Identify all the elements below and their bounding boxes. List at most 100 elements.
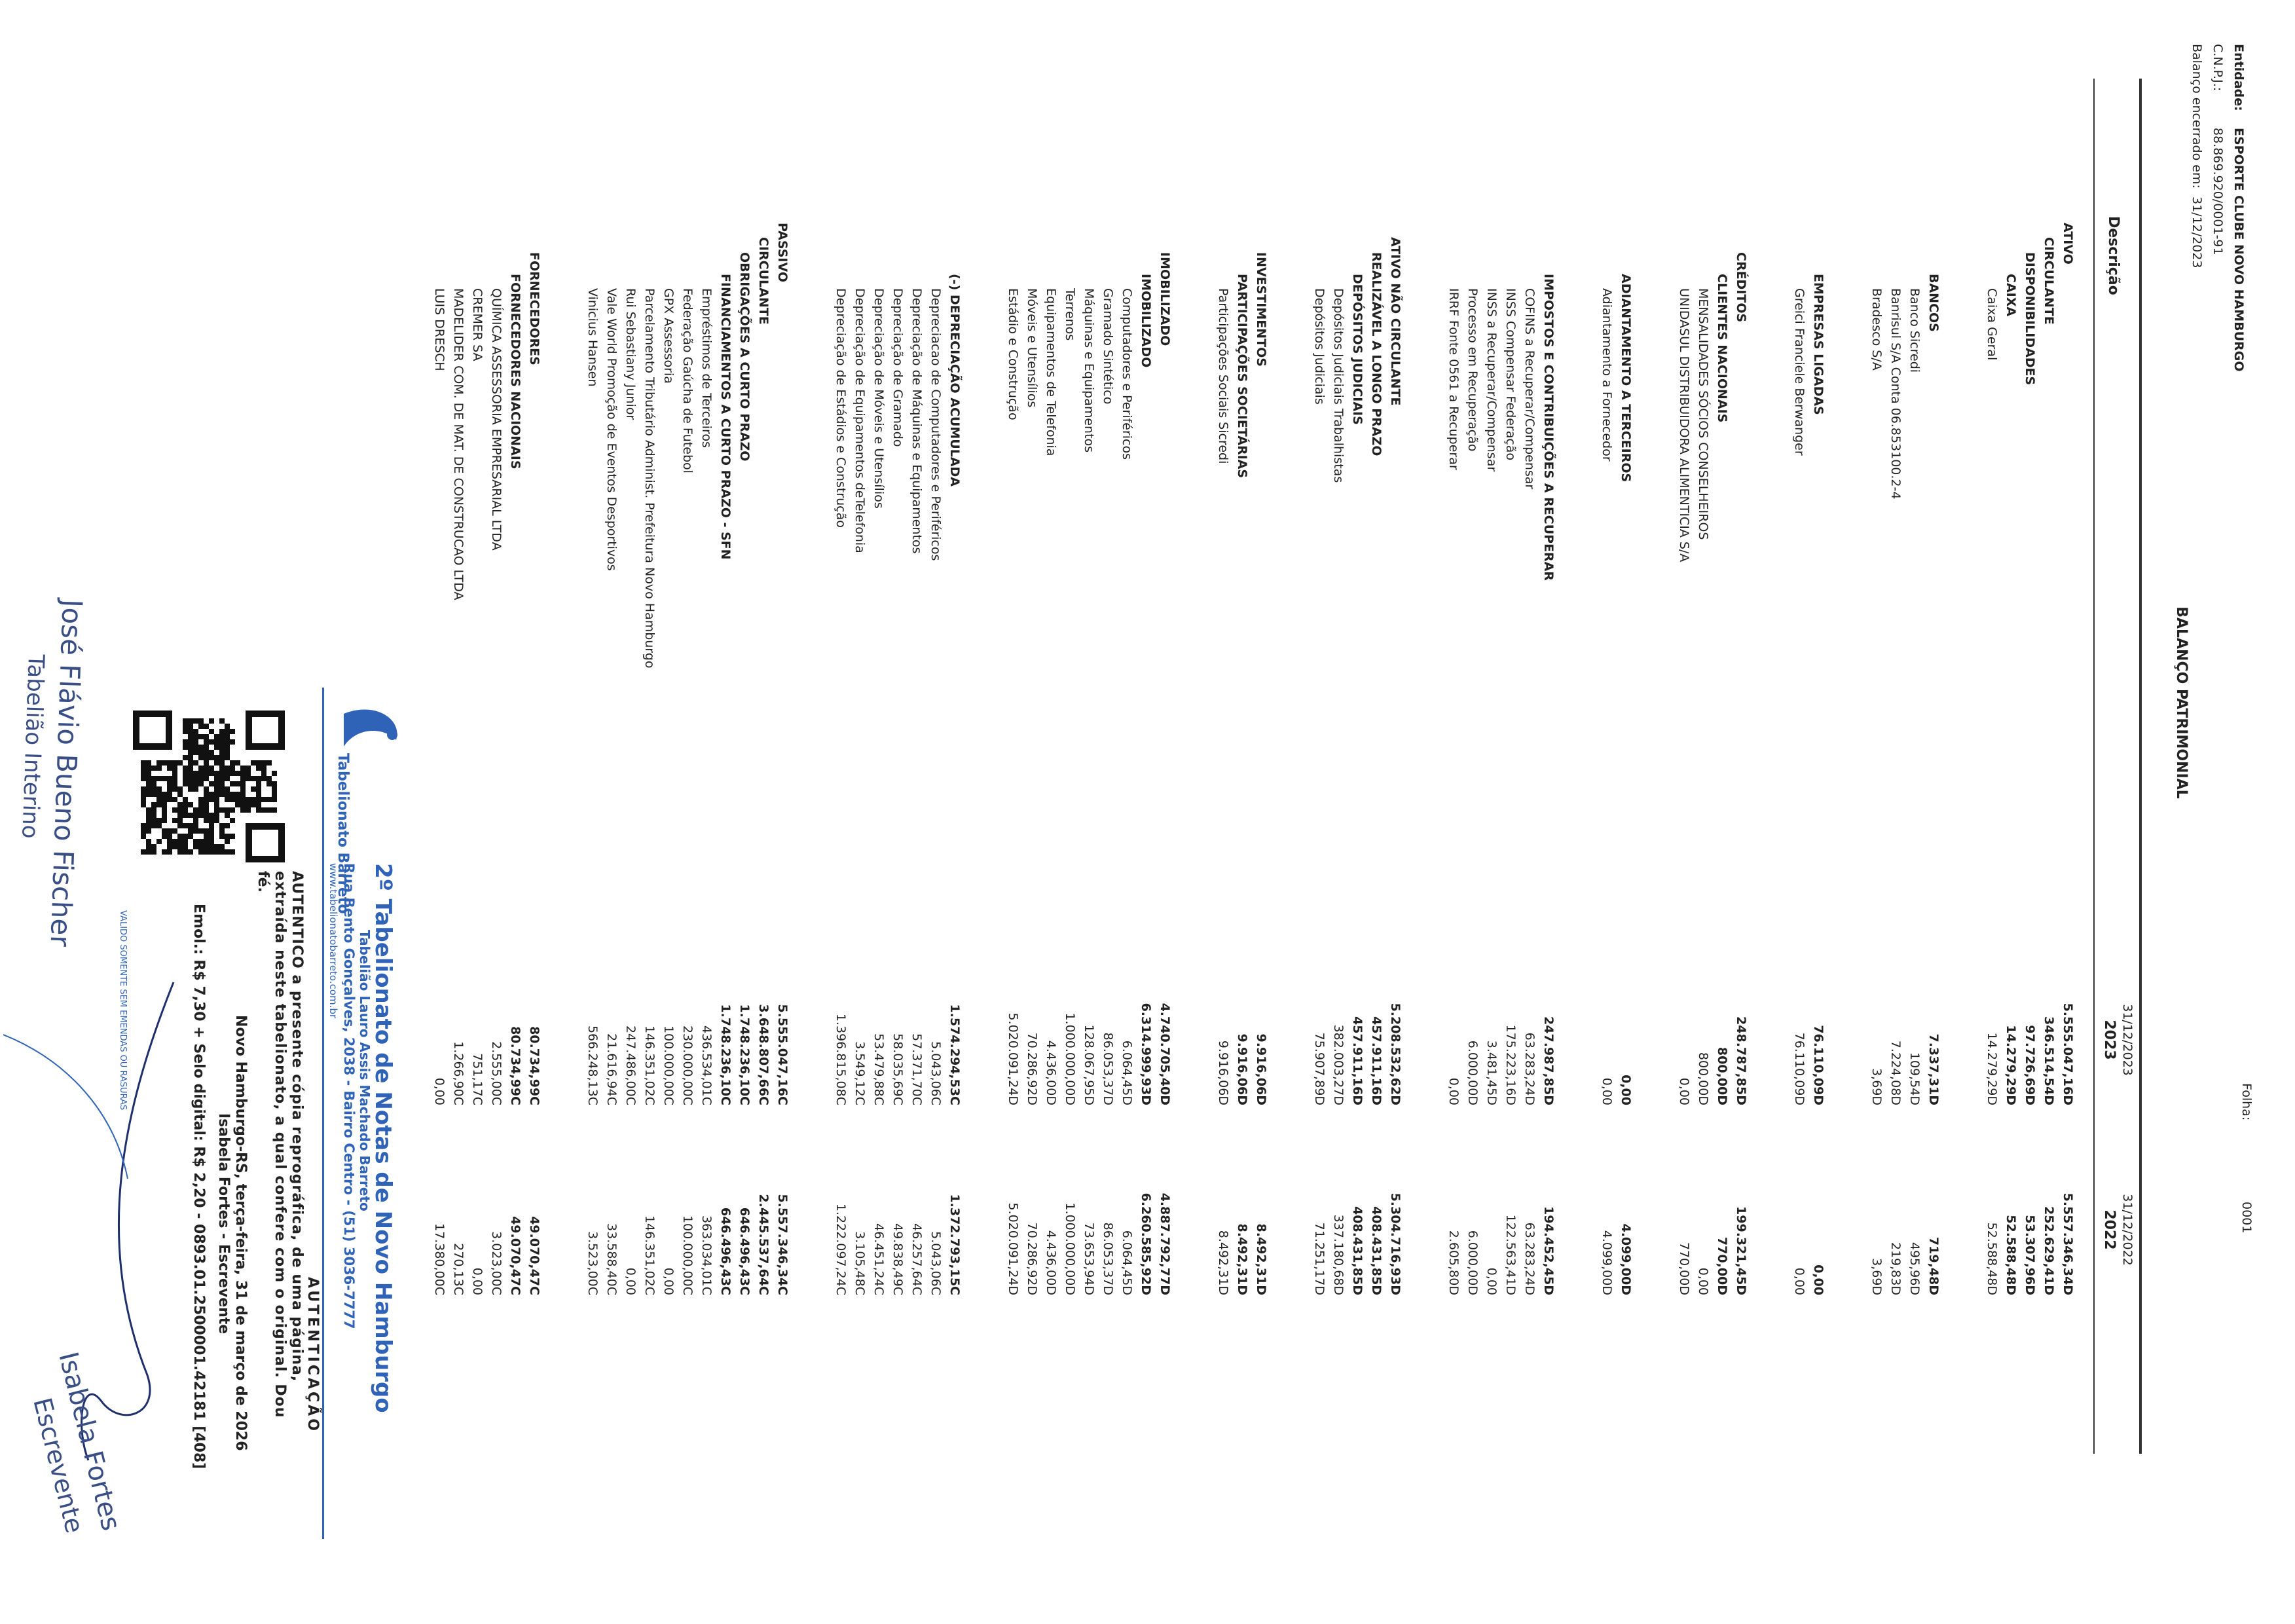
qr-module <box>219 828 225 834</box>
qr-module <box>188 718 193 724</box>
qr-module <box>146 781 151 786</box>
qr-module <box>177 844 183 849</box>
qr-module <box>246 807 251 813</box>
row-description: Rui Sebastiany Junior <box>623 288 638 420</box>
qr-code <box>132 710 285 863</box>
qr-module <box>188 771 193 776</box>
qr-module <box>209 766 214 771</box>
row-description: Participações Sociais Sicredi <box>1216 288 1230 464</box>
row-description: Depreciação de Gramado <box>890 288 905 447</box>
qr-module <box>230 792 235 797</box>
qr-module <box>214 739 219 745</box>
row-value-2023: 5.555.047,16C <box>775 1004 790 1105</box>
qr-module <box>162 760 167 766</box>
row-description: CIRCULANTE <box>2042 237 2056 325</box>
row-value-2022: 70.286,92D <box>1025 1222 1039 1295</box>
qr-module <box>188 745 193 750</box>
qr-module <box>141 849 146 855</box>
qr-module <box>177 818 183 823</box>
row-description: CREMER SA <box>470 288 485 361</box>
qr-module <box>193 771 198 776</box>
row-value-2022: 52.588,48D <box>1985 1222 1999 1295</box>
page-label: Folha: <box>2239 1083 2254 1121</box>
row-value-2022: 252.629,41D <box>2042 1206 2056 1295</box>
logo-mark <box>344 709 397 747</box>
qr-module <box>214 760 219 766</box>
qr-module <box>183 766 188 771</box>
row-description: UNIDASUL DISTRIBUIDORA ALIMENTICIA S/A <box>1677 288 1691 563</box>
qr-module <box>219 766 225 771</box>
qr-module <box>172 818 177 823</box>
qr-module <box>162 828 167 834</box>
row-value-2022: 33.588,40C <box>604 1223 619 1295</box>
row-value-2023: 9.916,06D <box>1254 1033 1268 1105</box>
row-description: COFINS a Recuperar/Compensar <box>1522 288 1537 490</box>
qr-module <box>230 797 235 802</box>
row-value-2023: 109,54D <box>1907 1052 1922 1105</box>
row-description: Depreciação de Equipamentos deTelefonia <box>853 288 867 553</box>
qr-module <box>188 828 193 834</box>
qr-module <box>188 776 193 781</box>
qr-module <box>204 813 209 818</box>
qr-module <box>204 755 209 760</box>
row-description: IRRF Fonte 0561 a Recuperar <box>1446 288 1461 470</box>
qr-module <box>266 760 272 766</box>
row-value-2023: 14.279,29D <box>1985 1032 1999 1105</box>
qr-module <box>162 813 167 818</box>
cnpj-label: C.N.P.J.: <box>2211 44 2225 92</box>
qr-module <box>214 786 219 792</box>
row-value-2022: 646.496,43C <box>737 1207 752 1295</box>
row-value-2022: 63.283,24D <box>1522 1222 1537 1295</box>
qr-module <box>240 802 246 807</box>
qr-module <box>183 813 188 818</box>
qr-module <box>183 823 188 828</box>
website: www.tabelionatobarreto.com.br <box>327 863 339 1019</box>
row-description: MENSALIDADES SÓCIOS CONSELHEIROS <box>1696 288 1710 540</box>
qr-module <box>193 813 198 818</box>
row-value-2023: 5.208.532,62D <box>1388 1003 1403 1105</box>
qr-module <box>261 760 266 766</box>
row-value-2023: 6.000,00D <box>1465 1040 1480 1105</box>
qr-module <box>230 807 235 813</box>
qr-module <box>156 766 162 771</box>
qr-module <box>209 849 214 855</box>
qr-module <box>204 849 209 855</box>
qr-module <box>146 807 151 813</box>
qr-module <box>256 776 261 781</box>
row-value-2022: 3.523,00C <box>585 1231 600 1295</box>
qr-finder <box>246 823 285 862</box>
qr-module <box>188 739 193 745</box>
qr-module <box>225 724 230 729</box>
qr-module <box>214 802 219 807</box>
qr-module <box>198 724 204 729</box>
qr-module <box>240 786 246 792</box>
qr-module <box>162 834 167 839</box>
row-value-2022: 0,00 <box>1792 1267 1807 1295</box>
row-value-2022: 0,00 <box>470 1267 485 1295</box>
qr-module <box>225 807 230 813</box>
qr-module <box>177 807 183 813</box>
qr-module <box>151 823 156 828</box>
qr-module <box>198 750 204 755</box>
qr-module <box>183 718 188 724</box>
qr-module <box>183 834 188 839</box>
row-description: Adiantamento a Fornecedor <box>1600 288 1614 462</box>
row-value-2022: 1.222.097,24C <box>834 1203 848 1295</box>
qr-module <box>167 786 172 792</box>
auth-heading: AUTENTICAÇÃO <box>304 1277 321 1433</box>
qr-module <box>193 828 198 834</box>
row-value-2023: 1.574.294,53C <box>947 1004 962 1105</box>
qr-module <box>172 771 177 776</box>
row-value-2023: 751,17C <box>470 1053 485 1105</box>
qr-module <box>151 849 156 855</box>
qr-module <box>240 797 246 802</box>
qr-module <box>177 786 183 792</box>
qr-module <box>146 766 151 771</box>
address: Rua Bento Gonçalves, 2038 - Bairro Centr… <box>341 863 357 1329</box>
qr-module <box>167 849 172 855</box>
qr-module <box>151 776 156 781</box>
row-description: DEPÓSITOS JUDICIAIS <box>1350 274 1365 425</box>
row-value-2023: 97.726,69D <box>2023 1025 2037 1105</box>
qr-module <box>251 776 256 781</box>
qr-module <box>230 739 235 745</box>
